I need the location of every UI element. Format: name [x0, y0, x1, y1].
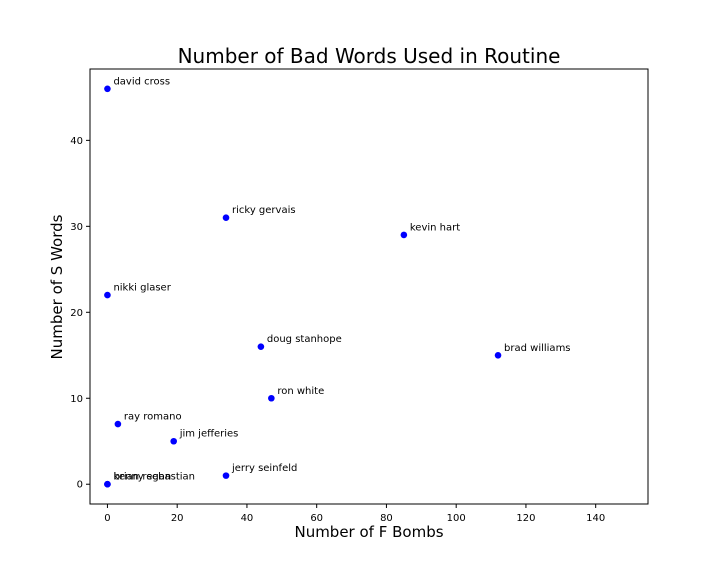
data-point [222, 472, 230, 479]
point-label: ray romano [124, 412, 182, 423]
x-tick-label: 0 [104, 513, 110, 524]
y-tick-label: 0 [77, 480, 83, 491]
point-label: brad williams [504, 343, 570, 354]
plot-frame [89, 68, 649, 505]
x-tick-label: 80 [380, 513, 393, 524]
y-tick-label: 10 [70, 394, 83, 405]
point-label: kevin hart [410, 222, 460, 233]
y-tick-label: 30 [70, 222, 83, 233]
data-point [257, 343, 265, 350]
x-tick-label: 140 [586, 513, 605, 524]
data-point [170, 437, 177, 445]
x-tick-label: 60 [310, 513, 323, 524]
data-point [114, 420, 122, 428]
point-label: david cross [113, 76, 170, 87]
data-point [104, 291, 111, 299]
point-label: jerry seinfeld [231, 463, 297, 474]
point-label: brian regan [113, 472, 171, 483]
point-label: doug stanhope [267, 334, 342, 345]
point-label: nikki glaser [113, 283, 171, 294]
point-label: kenny sebastian [113, 472, 195, 483]
data-point [222, 214, 230, 222]
point-label: jim jefferies [179, 429, 239, 440]
data-point [268, 394, 275, 402]
x-axis-label: Number of F Bombs [294, 523, 443, 541]
x-tick-label: 120 [516, 513, 535, 524]
point-label: ricky gervais [232, 205, 296, 216]
point-label: ron white [277, 386, 324, 397]
x-tick-label: 100 [447, 513, 466, 524]
y-axis-label: Number of S Words [48, 214, 66, 359]
data-point [400, 231, 408, 239]
x-tick-label: 20 [171, 513, 184, 524]
data-point [104, 480, 111, 488]
y-tick-label: 20 [70, 308, 83, 319]
x-tick-label: 40 [241, 513, 254, 524]
data-point [494, 351, 502, 359]
y-tick-label: 40 [70, 136, 83, 147]
data-point [104, 85, 111, 93]
chart-title: Number of Bad Words Used in Routine [178, 44, 561, 68]
